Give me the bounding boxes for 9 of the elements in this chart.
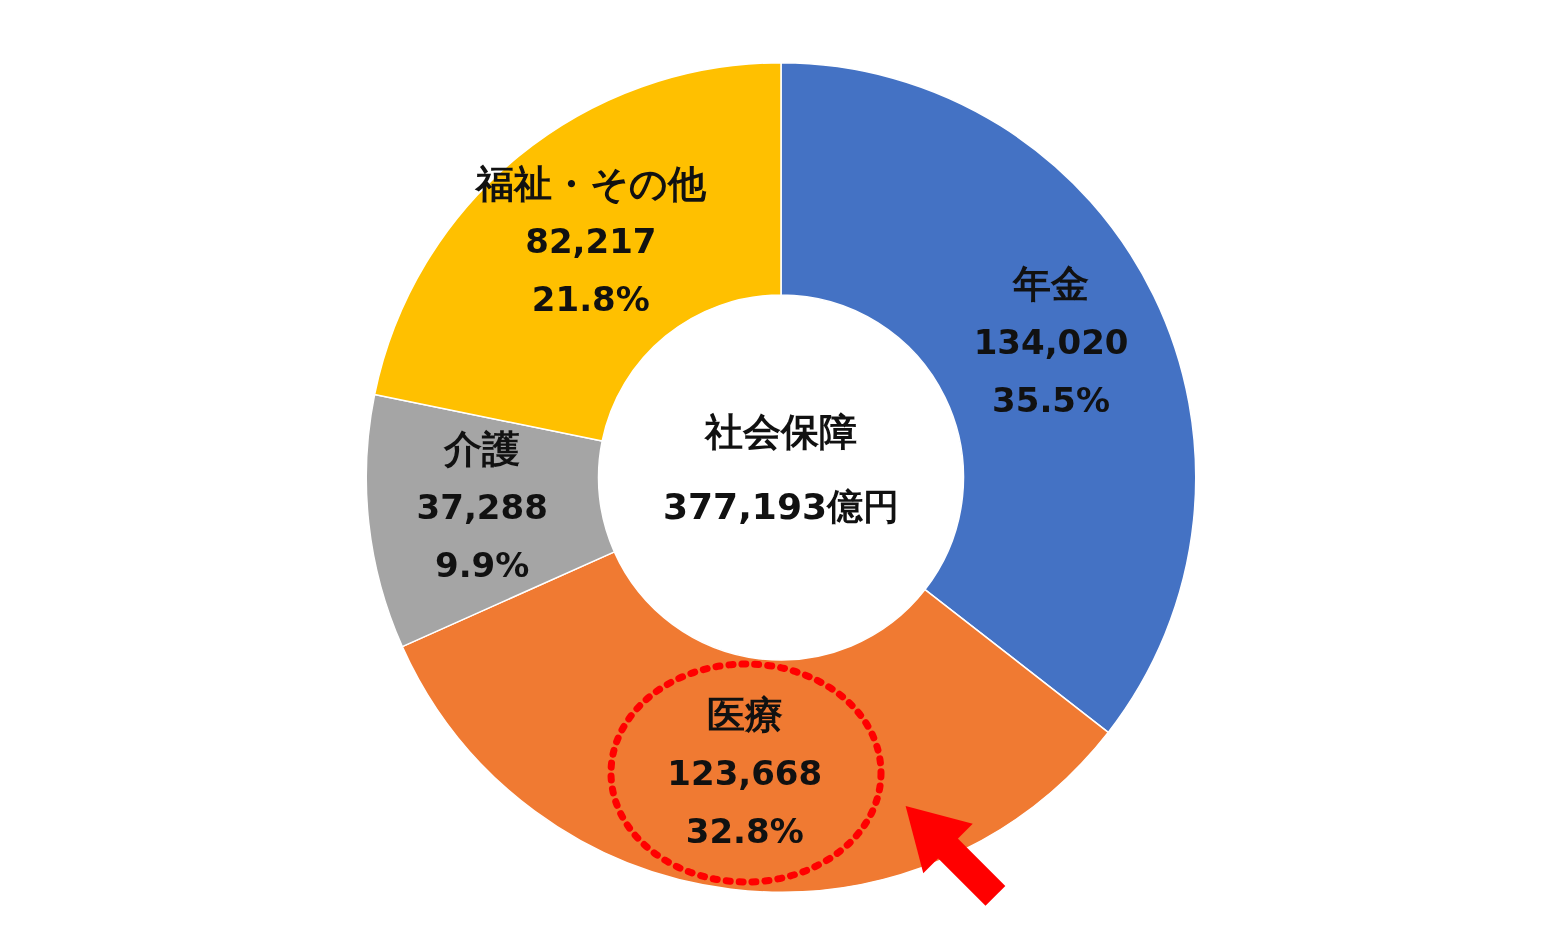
- data-label: 37,288 9.9%: [416, 487, 548, 586]
- slice-label: 年金: [1012, 262, 1090, 307]
- data-label: 134,020 35.5%: [973, 322, 1129, 421]
- slice-label: 医療: [706, 692, 783, 737]
- text: 社会保障: [704, 410, 857, 455]
- slice-label: 介護: [443, 427, 521, 472]
- data-label: 82,217 21.8%: [525, 221, 657, 320]
- text: 377,193億円: [663, 485, 899, 527]
- data-label: 123,668 32.8%: [667, 752, 823, 851]
